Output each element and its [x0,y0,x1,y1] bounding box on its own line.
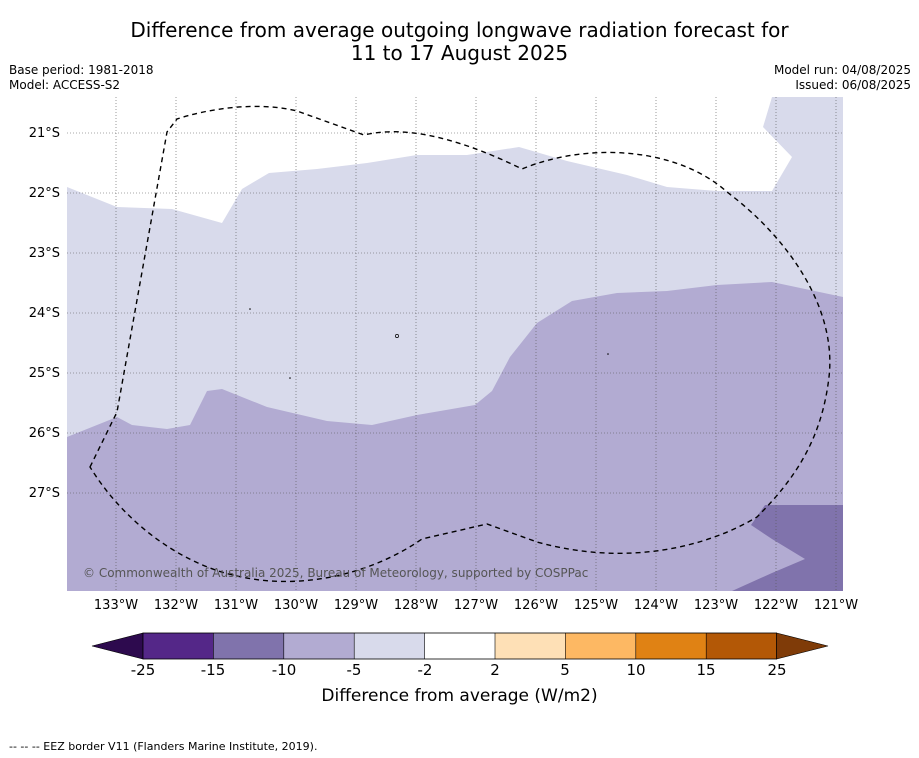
lon-label-123w: 123°W [693,598,739,613]
colorbar-title: Difference from average (W/m2) [321,686,598,706]
colorbar-tick: -5 [346,661,362,679]
colorbar-tick: 5 [560,661,570,679]
anomaly-map [67,97,843,591]
island-marker [289,377,291,379]
colorbar-tick: -25 [130,661,156,679]
meta-left: Base period: 1981-2018 Model: ACCESS-S2 [9,63,154,93]
colorbar-bin [354,633,425,659]
lon-label-130w: 130°W [273,598,319,613]
lon-label-126w: 126°W [513,598,559,613]
lon-label-131w: 131°W [213,598,259,613]
lon-label-128w: 128°W [393,598,439,613]
lat-label-21s: 21°S [28,126,60,141]
colorbar-over-arrow [776,632,829,660]
colorbar-tick: 25 [767,661,787,679]
lon-label-133w: 133°W [93,598,139,613]
colorbar-bin [565,633,636,659]
colorbar-bin [283,633,355,659]
island-marker [395,334,399,338]
lon-label-132w: 132°W [153,598,199,613]
lat-label-23s: 23°S [28,246,60,261]
colorbar [91,632,829,660]
colorbar-bin [706,633,777,659]
base-period: Base period: 1981-2018 [9,63,154,77]
colorbar-bin [213,633,284,659]
colorbar-tick: -15 [200,661,226,679]
lon-label-129w: 129°W [333,598,379,613]
lat-label-26s: 26°S [28,426,60,441]
map-title: Difference from average outgoing longwav… [0,19,919,65]
gridlines [67,97,843,591]
issued-date: Issued: 06/08/2025 [795,78,911,92]
shade-band-medium [67,282,843,591]
lon-label-124w: 124°W [633,598,679,613]
lat-label-22s: 22°S [28,186,60,201]
lon-label-122w: 122°W [753,598,799,613]
lon-label-125w: 125°W [573,598,619,613]
colorbar-tick: -2 [417,661,433,679]
island-marker [607,353,609,355]
colorbar-under-arrow [91,632,144,660]
colorbar-tick: 15 [696,661,716,679]
lat-label-25s: 25°S [28,366,60,381]
lon-label-127w: 127°W [453,598,499,613]
colorbar-tick: 2 [490,661,500,679]
meta-right: Model run: 04/08/2025 Issued: 06/08/2025 [774,63,911,93]
model-name: Model: ACCESS-S2 [9,78,121,92]
lat-label-27s: 27°S [28,486,60,501]
colorbar-dividers [213,633,707,659]
colorbar-bin [635,633,707,659]
eez-border [89,105,831,583]
lon-label-121w: 121°W [813,598,859,613]
colorbar-bin [424,633,495,659]
lat-label-24s: 24°S [28,306,60,321]
colorbar-bin [143,633,214,659]
colorbar-bin [495,633,566,659]
colorbar-tick: 10 [626,661,646,679]
copyright-notice: © Commonwealth of Australia 2025, Bureau… [83,566,589,580]
eez-footnote: -- -- -- EEZ border V11 (Flanders Marine… [9,740,318,753]
model-run: Model run: 04/08/2025 [773,63,911,77]
colorbar-tick: -10 [271,661,297,679]
title-line-2: 11 to 17 August 2025 [350,41,569,65]
island-marker [249,308,251,310]
title-line-1: Difference from average outgoing longwav… [130,18,789,42]
shade-band-dark [732,505,843,591]
